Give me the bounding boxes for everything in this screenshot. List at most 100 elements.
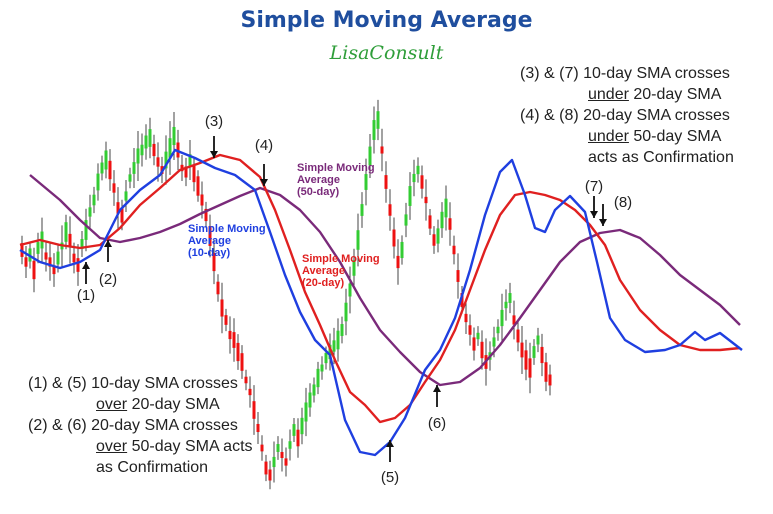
candle-body xyxy=(116,202,120,214)
candle-body xyxy=(480,341,484,359)
sma-lines xyxy=(19,148,743,457)
candle-body xyxy=(48,257,52,267)
candle-body xyxy=(140,144,144,156)
candle-body xyxy=(72,253,76,263)
candle-body xyxy=(376,111,380,129)
annotation-label: (4) xyxy=(255,137,273,154)
candle-body xyxy=(112,183,116,193)
candle-body xyxy=(432,234,436,246)
series-label: Average xyxy=(188,235,231,247)
candle-body xyxy=(248,388,252,396)
candle-body xyxy=(500,309,504,327)
note-bottom-line1: (1) & (5) 10-day SMA crosses xyxy=(28,375,238,392)
series-label: Average xyxy=(302,265,345,277)
candle-body xyxy=(380,146,384,154)
note-bottom-line2b: over 50-day SMA acts xyxy=(96,438,253,455)
series-label: (50-day) xyxy=(297,186,340,198)
candle-body xyxy=(268,469,272,481)
series-label: Simple Moving xyxy=(188,223,266,235)
series-label: Simple Moving xyxy=(302,253,380,265)
candle-body xyxy=(212,252,216,272)
sma-line-50 xyxy=(29,174,741,387)
annotation-label: (7) xyxy=(585,178,603,195)
candle-body xyxy=(492,337,496,347)
candle-body xyxy=(424,196,428,204)
candle-body xyxy=(460,293,464,307)
candle-body xyxy=(164,151,168,169)
candle-body xyxy=(200,194,204,206)
note-top-line2b: under 50-day SMA xyxy=(588,128,722,145)
candle-body xyxy=(276,444,280,452)
annotation-arrowhead xyxy=(260,179,268,186)
candle-body xyxy=(24,257,28,267)
candle-body xyxy=(304,402,308,422)
candle-body xyxy=(224,315,228,325)
candle-body xyxy=(280,451,284,459)
candle-body xyxy=(528,358,532,378)
candle-body xyxy=(168,138,172,158)
candle-body xyxy=(468,325,472,335)
candle-body xyxy=(400,241,404,259)
candle-body xyxy=(336,330,340,350)
candle-body xyxy=(352,260,356,276)
candle-body xyxy=(416,165,420,175)
candle-body xyxy=(508,293,512,303)
candle-body xyxy=(192,165,196,183)
candle-body xyxy=(260,444,264,452)
note-top-line2: (4) & (8) 20-day SMA crosses xyxy=(520,107,730,124)
note-bottom-line1b: over 20-day SMA xyxy=(96,396,220,413)
candle-body xyxy=(156,157,160,167)
candle-body xyxy=(84,220,88,240)
candle-body xyxy=(64,222,68,242)
candle-body xyxy=(476,332,480,340)
candle-body xyxy=(296,429,300,447)
candle-body xyxy=(136,148,140,164)
candle-body xyxy=(144,135,148,149)
candle-body xyxy=(320,364,324,372)
candle-body xyxy=(396,255,400,269)
annotation-arrowhead xyxy=(433,385,441,392)
candle-body xyxy=(236,342,240,362)
candle-body xyxy=(340,324,344,336)
annotation-arrows: (1)(2) (3) (4) (5) (6) (7) (8) xyxy=(77,113,632,486)
candle-body xyxy=(344,302,348,322)
sma-line-10 xyxy=(19,148,743,457)
candle-body xyxy=(188,154,192,166)
candle-body xyxy=(36,242,40,254)
series-label: Simple Moving xyxy=(297,162,375,174)
candle-body xyxy=(44,252,48,260)
annotation-label: (8) xyxy=(614,194,632,211)
candle-body xyxy=(332,340,336,352)
candle-body xyxy=(228,330,232,340)
candle-body xyxy=(408,186,412,206)
candle-body xyxy=(532,346,536,358)
candle-body xyxy=(428,215,432,229)
candle-body xyxy=(316,368,320,388)
candle-body xyxy=(152,143,156,157)
candle-body xyxy=(516,329,520,343)
candle-body xyxy=(92,194,96,206)
candle-body xyxy=(452,245,456,255)
candle-body xyxy=(172,126,176,146)
candle-body xyxy=(444,198,448,218)
series-label: (20-day) xyxy=(302,277,345,289)
annotation-arrowhead xyxy=(386,440,394,447)
annotation-label: (2) xyxy=(99,271,117,288)
candle-body xyxy=(392,229,396,247)
candle-body xyxy=(324,352,328,364)
candle-body xyxy=(472,337,476,351)
brand-logo-text: LisaConsult xyxy=(329,42,444,64)
candle-body xyxy=(208,226,212,246)
candle-body xyxy=(132,162,136,174)
candle-body xyxy=(368,146,372,166)
note-bottom-line3: as Confirmation xyxy=(96,459,209,476)
series-label: (10-day) xyxy=(188,247,231,259)
annotation-label: (3) xyxy=(205,113,223,130)
candle-body xyxy=(544,362,548,382)
candle-body xyxy=(536,335,540,345)
candle-body xyxy=(440,211,444,229)
annotation-label: (6) xyxy=(428,415,446,432)
candle-body xyxy=(300,417,304,435)
